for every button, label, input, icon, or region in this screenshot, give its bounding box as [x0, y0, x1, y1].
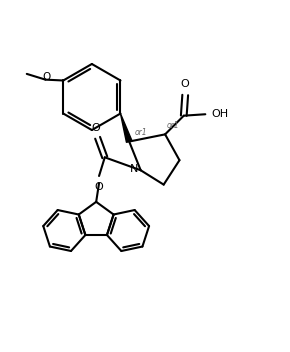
Text: O: O — [42, 72, 50, 82]
Text: O: O — [94, 182, 103, 192]
Text: or1: or1 — [166, 121, 179, 130]
Polygon shape — [120, 114, 132, 143]
Text: O: O — [92, 122, 101, 133]
Text: N: N — [130, 164, 138, 174]
Text: O: O — [181, 79, 190, 89]
Text: or1: or1 — [135, 128, 148, 137]
Text: OH: OH — [212, 109, 229, 119]
